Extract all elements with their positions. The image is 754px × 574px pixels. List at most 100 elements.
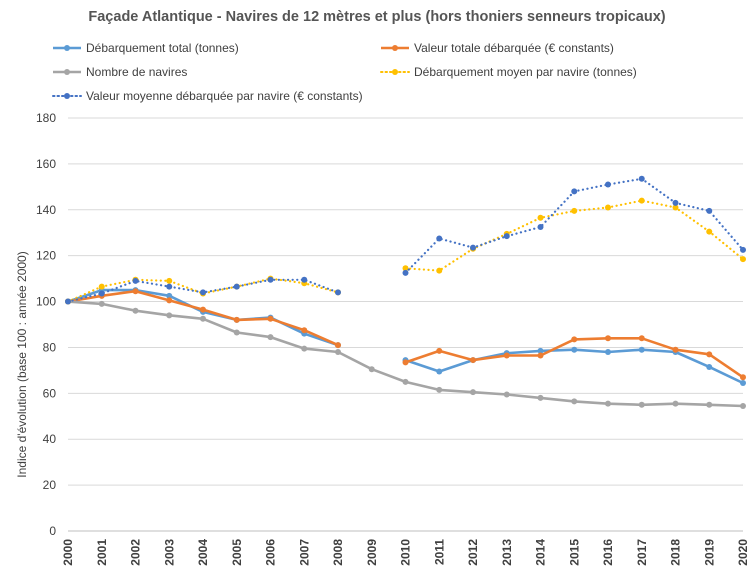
x-tick-label: 2011 [432,539,446,565]
series-point-4 [267,276,274,283]
series-point-3 [166,277,173,284]
series-point-2 [537,394,544,401]
series-point-2 [672,400,679,407]
x-tick-label: 2019 [702,539,716,566]
legend-swatch [53,45,81,51]
chart-title: Façade Atlantique - Navires de 12 mètres… [88,9,666,25]
series-point-4 [470,244,476,251]
series-point-4 [166,283,173,290]
y-axis-label: Indice d'évolution (base 100 : année 200… [15,251,29,477]
series-point-2 [706,401,713,408]
x-tick-label: 2004 [196,539,210,566]
x-tick-label: 2010 [399,539,413,566]
series-point-1 [638,335,645,342]
x-tick-label: 2002 [129,539,143,566]
series-point-2 [132,307,139,314]
x-tick-label: 2018 [669,539,683,566]
series-point-4 [65,298,71,305]
series-point-3 [605,204,611,211]
series-point-4 [537,223,544,230]
series-point-2 [402,378,409,385]
x-tick-label: 2020 [736,539,750,566]
legend-label: Valeur moyenne débarquée par navire (€ c… [86,89,363,103]
y-tick-label: 120 [36,249,56,263]
series-point-3 [706,228,713,235]
x-tick-label: 2007 [297,539,311,566]
x-tick-label: 2005 [230,539,244,566]
legend-label: Débarquement moyen par navire (tonnes) [414,65,637,79]
series-point-4 [200,289,206,296]
series-point-4 [503,233,510,240]
series-point-3 [571,207,578,214]
series-point-2 [301,345,308,352]
legend-label: Débarquement total (tonnes) [86,41,239,55]
series-point-1 [470,357,476,364]
series-point-2 [571,398,578,405]
legend-swatch [381,45,409,51]
x-tick-label: 2016 [601,539,615,566]
legend-label: Nombre de navires [86,65,188,79]
series-point-1 [537,352,544,359]
series-point-0 [537,347,544,354]
series-point-1 [233,316,240,323]
series-point-2 [368,366,375,373]
series-point-3 [98,283,105,290]
y-tick-label: 160 [36,157,56,171]
series-point-2 [166,312,173,319]
series-point-3 [740,256,746,263]
series-point-0 [638,346,645,353]
series-point-2 [267,334,274,341]
series-point-0 [740,380,746,387]
series-point-4 [605,181,611,188]
x-tick-label: 2009 [365,539,379,566]
legend-swatch [52,93,82,99]
series-point-4 [672,199,679,206]
x-tick-label: 2017 [635,539,649,566]
series-point-2 [436,386,443,393]
legend-swatch [380,69,410,75]
series-point-2 [98,300,105,307]
series-point-3 [436,267,443,274]
series-point-2 [638,401,645,408]
x-tick-label: 2014 [534,539,548,566]
series-point-4 [402,269,409,276]
series-point-0 [436,368,443,375]
series-point-4 [98,290,105,297]
series-point-1 [132,288,139,295]
series-point-2 [503,391,510,398]
x-tick-label: 2008 [331,539,345,566]
series-point-1 [335,342,341,349]
series-point-1 [706,351,713,358]
series-point-4 [436,235,443,242]
x-tick-label: 2000 [61,539,75,566]
series-point-3 [537,214,544,221]
series-point-2 [200,315,206,322]
series-point-3 [402,265,409,272]
series-point-4 [233,283,240,290]
series-point-3 [672,204,679,211]
y-tick-label: 140 [36,203,56,217]
x-tick-label: 2006 [264,539,278,566]
series-point-1 [605,335,611,342]
series-point-2 [605,400,611,407]
y-tick-label: 180 [36,111,56,125]
series-point-4 [132,277,139,284]
series-point-0 [706,363,713,370]
series-point-1 [436,347,443,354]
series-line-3 [404,199,745,272]
x-tick-label: 2003 [162,539,176,566]
x-tick-label: 2013 [500,539,514,566]
y-tick-label: 100 [36,295,56,309]
series-point-4 [740,246,746,253]
series-point-2 [335,349,341,356]
series-point-4 [571,188,578,195]
series-point-4 [638,175,645,182]
x-tick-label: 2015 [567,539,581,566]
series-point-2 [470,389,476,396]
x-tick-label: 2012 [466,539,480,566]
series-point-1 [740,374,746,381]
y-tick-label: 20 [43,478,57,492]
series-point-4 [706,207,713,214]
series-point-4 [335,289,341,296]
series-point-1 [301,327,308,334]
